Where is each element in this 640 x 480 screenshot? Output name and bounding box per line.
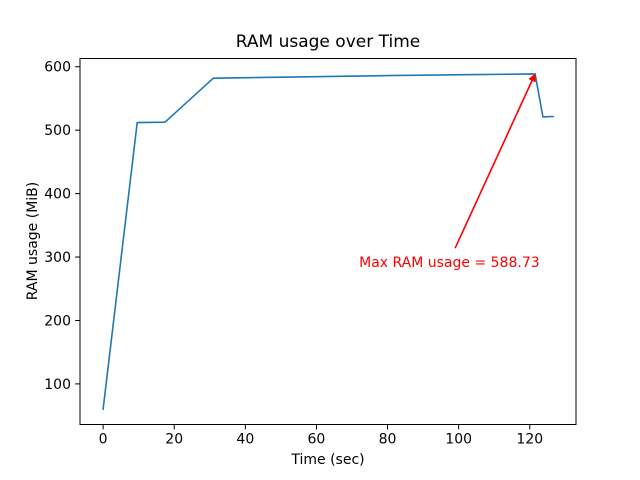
- x-tick-label: 0: [99, 432, 108, 448]
- plot-border: [79, 58, 577, 425]
- x-axis-label: Time (sec): [290, 452, 364, 468]
- axes: 0 20 40 60 80 100 120 100 200 300 400 500 600: [44, 58, 577, 448]
- y-tick-label: 500: [44, 123, 71, 139]
- y-tick-label: 100: [44, 377, 71, 393]
- y-tick-label: 300: [44, 250, 71, 266]
- annotation-arrow: [454, 73, 536, 249]
- data-series: [102, 73, 555, 411]
- x-tick-label: 60: [308, 432, 326, 448]
- x-tick-label: 40: [236, 432, 254, 448]
- x-tick-label: 100: [445, 432, 472, 448]
- x-tick-label: 120: [516, 432, 543, 448]
- y-tick-label: 200: [44, 313, 71, 329]
- annotation-text: Max RAM usage = 588.73: [359, 255, 540, 271]
- y-tick-label: 400: [44, 187, 71, 203]
- ram-usage-line: [102, 73, 555, 411]
- x-tick-label: 80: [379, 432, 397, 448]
- annotation-group: [454, 73, 536, 249]
- y-tick-label: 600: [44, 60, 71, 76]
- y-axis-label: RAM usage (MiB): [25, 182, 41, 300]
- x-tick-label: 20: [165, 432, 183, 448]
- chart-title: RAM usage over Time: [236, 32, 420, 52]
